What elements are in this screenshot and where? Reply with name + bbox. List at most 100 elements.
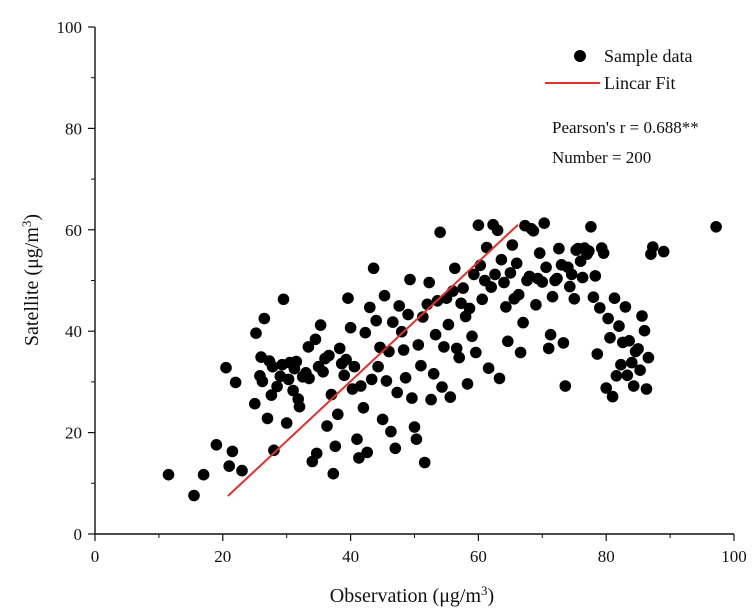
data-point [657,245,670,258]
data-point [610,370,623,382]
data-point [423,276,436,289]
data-point [393,300,406,312]
data-point [482,362,495,375]
data-point [277,293,290,306]
data-point [495,253,508,266]
data-point [321,420,333,432]
data-point [517,316,529,329]
data-point [376,413,389,426]
data-point [604,332,616,344]
data-point [559,380,572,392]
data-point [282,373,295,386]
tick-labels: 0 20 40 60 80 100 0 20 40 60 80 100 [57,18,747,566]
data-point [412,339,425,351]
data-point [162,468,175,481]
data-point [397,344,410,356]
data-point [268,444,280,457]
data-point [455,297,467,310]
data-point [406,392,418,404]
data-point [568,293,581,305]
data-point [468,268,480,281]
y-tick-label: 80 [65,119,82,138]
data-point [364,301,376,314]
data-point [280,417,293,429]
data-point [389,442,402,455]
data-point [621,369,634,382]
data-point [258,312,271,325]
data-point [220,361,232,374]
data-point [418,456,431,469]
y-tick-label: 40 [65,322,82,341]
data-point [302,341,315,353]
data-point [355,380,367,392]
data-point [344,321,357,334]
data-point [504,267,517,279]
x-tick-label: 0 [91,547,100,566]
data-point [340,353,352,366]
data-point [408,421,421,433]
data-point [615,358,627,371]
x-tick-label: 100 [721,547,747,566]
data-point [288,362,301,375]
data-point [544,328,557,341]
data-point [429,328,442,341]
data-point [512,288,525,301]
data-point [591,348,604,360]
data-point [594,302,606,314]
data-point [564,280,576,293]
data-point [338,369,351,382]
data-point [226,445,239,458]
data-point [434,226,446,239]
data-point [365,373,378,386]
data-point [236,464,248,477]
data-point [491,224,504,237]
data-point [619,301,632,313]
data-point [585,221,597,233]
data-point [450,342,463,355]
data-point [527,225,540,237]
legend: Sample data Lincar Fit [545,46,692,93]
number-annotation: Number = 200 [552,148,651,167]
data-point [444,391,457,403]
data-point [551,272,563,285]
y-tick-label: 100 [57,18,83,37]
x-tick-label: 80 [598,547,615,566]
data-point [565,268,578,281]
data-point [627,380,640,392]
data-point [634,364,646,377]
data-point [463,302,476,315]
data-point [453,351,466,364]
data-point [485,281,498,293]
data-point [472,219,485,231]
data-point [502,335,514,348]
data-point [632,343,644,355]
data-point [583,245,595,257]
data-point [500,301,512,313]
data-point [367,262,380,275]
y-tick-label: 0 [74,525,83,544]
x-tick-label: 60 [470,547,487,566]
data-point [395,325,408,338]
data-point [372,360,384,373]
data-point [642,351,655,364]
data-point [293,400,306,413]
data-point [361,446,374,459]
data-point [438,341,450,353]
data-point [638,324,651,337]
data-point [606,390,619,403]
data-points [162,217,722,502]
data-point [332,408,344,421]
x-axis-title: Observation (μg/m3) [330,583,494,608]
data-point [536,276,549,288]
data-point [351,433,363,446]
data-point [417,311,429,323]
data-point [640,383,653,395]
data-point [303,372,315,385]
data-point [510,257,523,270]
y-axis-title: Satellite (μg/m3) [19,214,44,346]
data-point [427,368,440,380]
data-point [626,356,638,369]
data-point [387,316,399,328]
data-point [442,318,455,331]
